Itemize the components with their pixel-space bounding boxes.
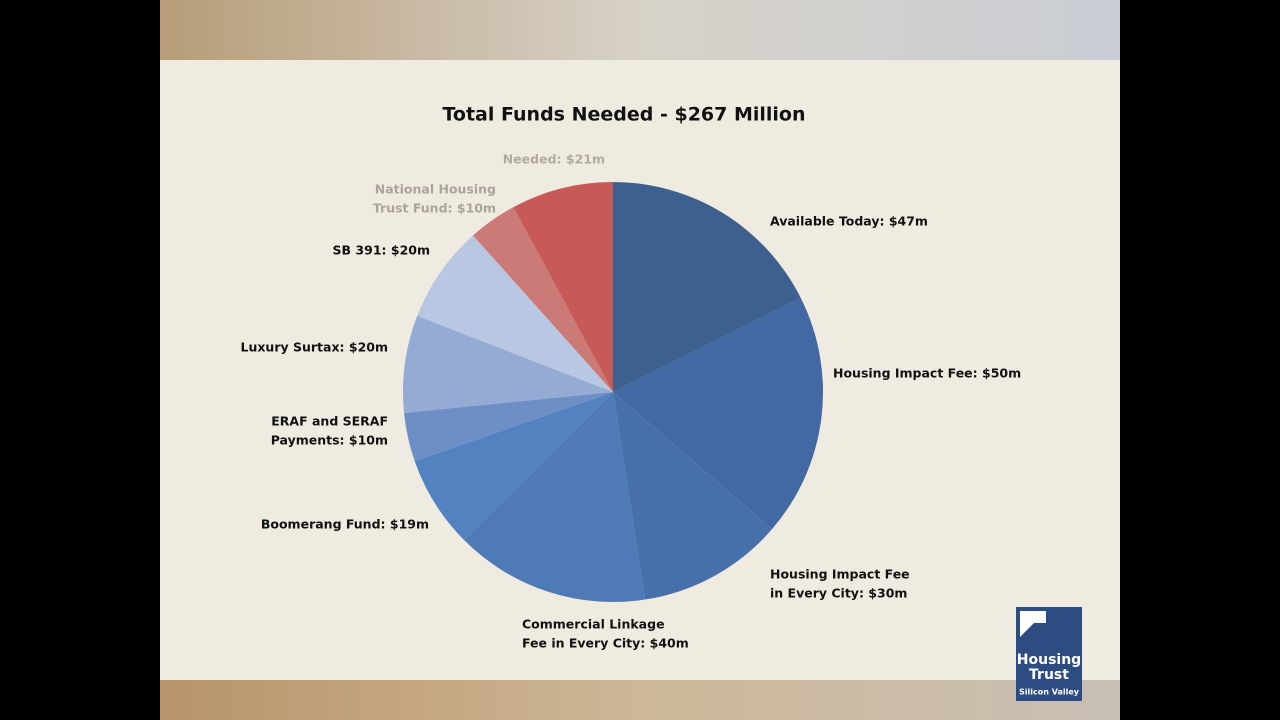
pie-slice [473, 207, 613, 392]
logo-mark [1020, 611, 1046, 637]
pie-slice [513, 182, 613, 392]
logo: Housing Trust Silicon Valley [1016, 607, 1082, 701]
pie-slice [464, 392, 645, 603]
slice-label: Commercial Linkage [522, 617, 665, 632]
slice-label: Luxury Surtax: $20m [241, 340, 389, 355]
logo-text: Silicon Valley [1019, 688, 1080, 697]
slice-label: Needed: $21m [503, 152, 605, 167]
slice-label: Boomerang Fund: $19m [261, 517, 429, 532]
slice-label: Housing Impact Fee: $50m [833, 366, 1021, 381]
slice-label: in Every City: $30m [770, 586, 907, 601]
pie-slice [613, 392, 773, 600]
pie-slice [414, 392, 613, 541]
photo-bottom [160, 680, 1120, 720]
slice-label: National Housing [375, 182, 496, 197]
slice-label: Available Today: $47m [770, 214, 928, 229]
slice-label: Fee in Every City: $40m [522, 636, 689, 651]
pie-slice [613, 182, 801, 392]
slice-label: Housing Impact Fee [770, 567, 910, 582]
slice-label: ERAF and SERAF [271, 414, 388, 429]
logo-text: Housing [1017, 652, 1081, 668]
logo-text: Trust [1029, 667, 1069, 683]
photo-top [160, 0, 1120, 60]
slice-label: SB 391: $20m [333, 243, 430, 258]
pie-slice [404, 392, 613, 462]
pie-slice [613, 297, 823, 530]
slice-label: Payments: $10m [271, 433, 388, 448]
slice-label: Trust Fund: $10m [373, 201, 496, 216]
pie-slice [403, 315, 613, 413]
chart-title: Total Funds Needed - $267 Million [442, 104, 805, 126]
pie-slice [417, 235, 613, 392]
